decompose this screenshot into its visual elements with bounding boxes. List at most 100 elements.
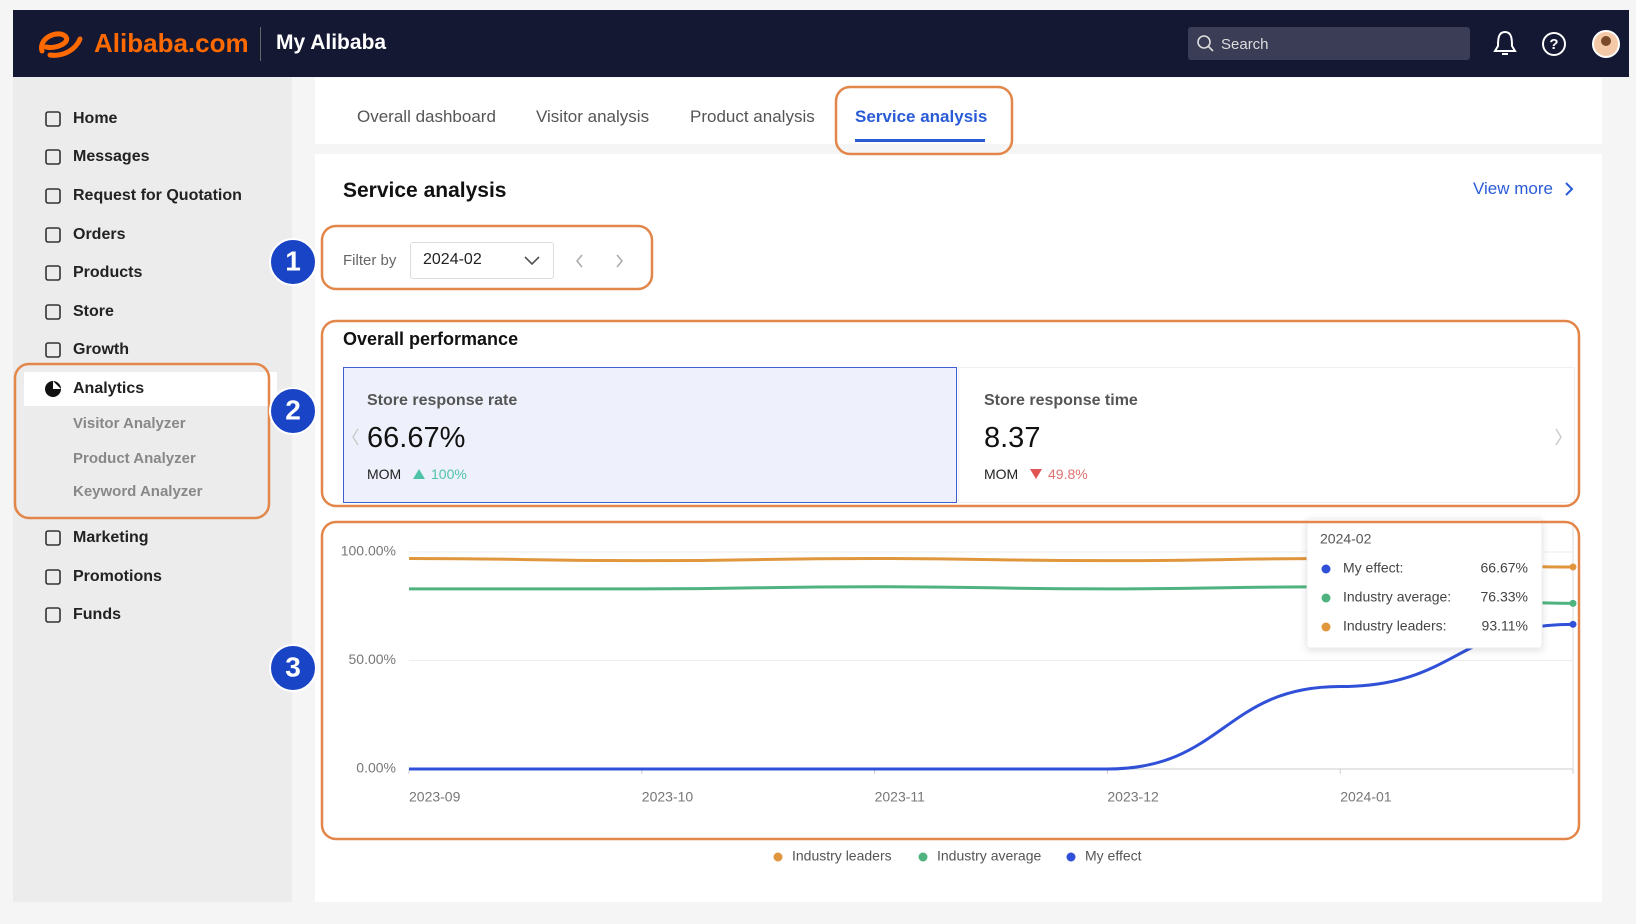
active-tab-underline <box>855 139 985 142</box>
legend-label: Industry average <box>937 848 1041 864</box>
menu-icon <box>45 569 61 585</box>
menu-icon <box>45 149 61 165</box>
x-tick-label: 2023-11 <box>875 789 926 805</box>
menu-icon <box>45 111 61 127</box>
tab[interactable]: Overall dashboard <box>357 107 496 126</box>
annotation-box <box>320 319 1581 508</box>
menu-item[interactable]: Messages <box>73 148 150 165</box>
y-tick-label: 0.00% <box>356 760 396 776</box>
tooltip-dot <box>1321 564 1331 574</box>
logo-text: Alibaba.com <box>94 28 249 58</box>
submenu-item[interactable]: Keyword Analyzer <box>73 483 203 500</box>
menu-icon <box>45 188 61 204</box>
point <box>1569 563 1577 571</box>
x-tick-label: 2023-10 <box>642 789 694 805</box>
menu-icon <box>45 530 61 546</box>
card-active[interactable] <box>343 367 957 503</box>
menu-item[interactable]: Growth <box>73 341 129 358</box>
annotation-box <box>320 224 654 291</box>
line-series <box>408 622 1574 771</box>
view-more[interactable]: View more <box>1473 179 1553 198</box>
card-label: Store response time <box>984 392 1138 409</box>
section-title: Service analysis <box>343 179 507 202</box>
tooltip-dot <box>1321 593 1331 603</box>
tabs-panel <box>315 78 1602 144</box>
filter-arrows[interactable] <box>520 250 640 272</box>
legend-dot <box>918 852 928 862</box>
tab[interactable]: Visitor analysis <box>536 107 650 126</box>
callout-badge <box>269 387 317 435</box>
logo-icon <box>39 31 83 58</box>
menu-icon <box>45 607 61 623</box>
menu-item[interactable]: Store <box>73 303 114 320</box>
annotation-box <box>13 362 271 520</box>
callout-number: 3 <box>285 651 301 682</box>
legend-label: Industry leaders <box>792 848 892 864</box>
menu-item[interactable]: Funds <box>73 606 121 623</box>
annotation-box <box>834 85 1014 156</box>
tab[interactable]: Service analysis <box>855 107 988 126</box>
up-arrow <box>413 469 425 479</box>
sidebar <box>13 77 292 902</box>
mom-change: 100% <box>431 466 467 482</box>
callout-number: 1 <box>285 245 301 276</box>
menu-item[interactable]: Analytics <box>73 380 145 397</box>
card-label: Store response rate <box>367 392 518 409</box>
mom-label: MOM <box>367 466 402 482</box>
y-tick-label: 100.00% <box>341 543 396 559</box>
submenu-item[interactable]: Product Analyzer <box>73 450 196 467</box>
tooltip-title: 2024-02 <box>1320 531 1372 547</box>
header-icons: ? <box>1493 30 1620 58</box>
x-tick-label: 2024-01 <box>1340 789 1392 805</box>
svg-text:?: ? <box>1549 36 1558 53</box>
legend-label: My effect <box>1085 848 1142 864</box>
legend-dot <box>1066 852 1076 862</box>
card[interactable] <box>958 367 1575 503</box>
menu-item[interactable]: Orders <box>73 226 126 243</box>
down-arrow <box>1030 469 1042 479</box>
callout-number: 2 <box>285 394 301 425</box>
y-tick-label: 50.00% <box>349 651 396 667</box>
submenu-item[interactable]: Visitor Analyzer <box>73 415 186 432</box>
card-value: 66.67% <box>367 422 466 454</box>
tooltip-label: Industry average: <box>1343 589 1451 605</box>
tooltip-label: My effect: <box>1343 560 1403 576</box>
callout-badge <box>269 644 317 692</box>
tab[interactable]: Product analysis <box>690 107 815 126</box>
menu-item[interactable]: Marketing <box>73 529 149 546</box>
performance-title: Overall performance <box>343 329 519 349</box>
divider <box>260 27 261 61</box>
menu-icon <box>45 304 61 320</box>
menu-icon <box>45 342 61 358</box>
tooltip <box>1306 518 1543 649</box>
tooltip-value: 93.11% <box>1482 618 1528 634</box>
menu-item[interactable]: Products <box>73 264 143 281</box>
menu-item[interactable]: Home <box>73 110 118 127</box>
filter-label: Filter by <box>343 252 397 269</box>
point <box>1569 599 1577 607</box>
search-placeholder: Search <box>1221 36 1269 53</box>
card-value: 8.37 <box>984 422 1041 454</box>
menu-active-bg <box>24 372 277 406</box>
filter-dropdown[interactable] <box>410 242 554 279</box>
tooltip-value: 66.67% <box>1481 560 1528 576</box>
search-icon <box>1197 35 1214 52</box>
card-chevrons <box>352 428 1562 446</box>
tooltip-value: 76.33% <box>1481 589 1528 605</box>
callout-badge <box>269 238 317 286</box>
mom-label: MOM <box>984 466 1019 482</box>
menu-icon <box>45 227 61 243</box>
filter-value: 2024-02 <box>423 251 482 268</box>
point <box>1569 620 1577 628</box>
annotation-box <box>320 520 1581 841</box>
menu-icon <box>45 265 61 281</box>
menu-item[interactable]: Request for Quotation <box>73 187 242 204</box>
x-tick-label: 2023-09 <box>409 789 461 805</box>
search-box[interactable] <box>1188 27 1470 60</box>
mom-change: 49.8% <box>1048 466 1088 482</box>
view-more-chevron <box>1565 182 1574 196</box>
menu-item[interactable]: Promotions <box>73 568 162 585</box>
legend-dot <box>773 852 783 862</box>
